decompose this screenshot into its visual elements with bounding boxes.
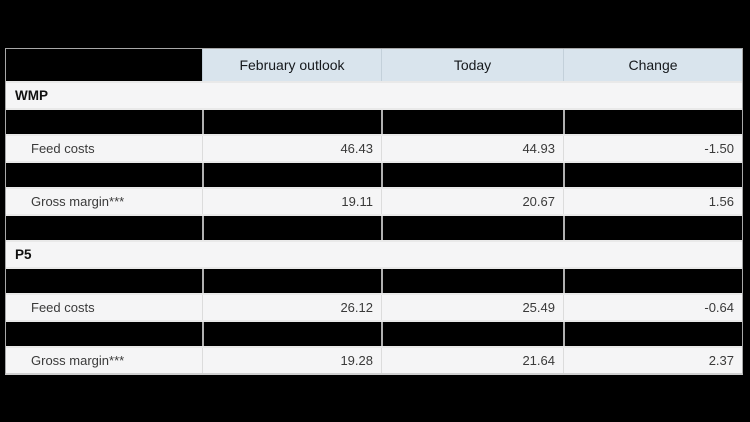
value-february-outlook: 26.12 (202, 295, 381, 320)
section-label: P5 (15, 246, 32, 262)
row-label: Feed costs (31, 140, 95, 156)
column-header-today: Today (381, 49, 563, 81)
redacted-row (6, 319, 742, 346)
redacted-cell (381, 321, 563, 346)
redacted-cell (202, 162, 381, 187)
row-label: Gross margin*** (31, 352, 125, 368)
value-change: -1.50 (563, 136, 742, 161)
column-header-february-outlook: February outlook (202, 49, 381, 81)
data-row: Feed costs 46.43 44.93 -1.50 (6, 134, 742, 161)
redacted-cell (563, 321, 742, 346)
redacted-cell (6, 109, 202, 134)
column-header-change: Change (563, 49, 742, 81)
data-row: Gross margin*** 19.28 21.64 2.37 (6, 346, 742, 373)
redacted-cell (202, 321, 381, 346)
redacted-cell (202, 109, 381, 134)
table-body: WMP Feed costs 46.43 44.93 -1.50 Gross margin… (6, 81, 742, 373)
value-change: 1.56 (563, 189, 742, 214)
redacted-cell (563, 215, 742, 240)
value-today: 44.93 (381, 136, 563, 161)
value-february-outlook: 19.11 (202, 189, 381, 214)
section-row-wmp: WMP (6, 81, 742, 108)
row-label: Feed costs (31, 299, 95, 315)
data-row: Gross margin*** 19.11 20.67 1.56 (6, 187, 742, 214)
section-label: WMP (15, 87, 48, 103)
value-today: 25.49 (381, 295, 563, 320)
redacted-cell (381, 162, 563, 187)
row-label: Gross margin*** (31, 193, 125, 209)
value-february-outlook: 19.28 (202, 348, 381, 373)
redacted-cell (563, 268, 742, 293)
redacted-row (6, 213, 742, 240)
value-change: 2.37 (563, 348, 742, 373)
redacted-cell (202, 268, 381, 293)
value-today: 21.64 (381, 348, 563, 373)
redacted-cell (6, 268, 202, 293)
redacted-cell (563, 109, 742, 134)
value-today: 20.67 (381, 189, 563, 214)
redacted-cell (381, 215, 563, 240)
redacted-cell (381, 109, 563, 134)
redacted-header-cell (6, 49, 202, 81)
redacted-row (6, 160, 742, 187)
redacted-cell (563, 162, 742, 187)
redacted-cell (202, 215, 381, 240)
redacted-row (6, 266, 742, 293)
redacted-cell (6, 162, 202, 187)
redacted-cell (6, 321, 202, 346)
outlook-table: February outlook Today Change WMP Feed co… (5, 48, 743, 375)
value-change: -0.64 (563, 295, 742, 320)
redacted-cell (381, 268, 563, 293)
section-row-p5: P5 (6, 240, 742, 267)
data-row: Feed costs 26.12 25.49 -0.64 (6, 293, 742, 320)
table-header-row: February outlook Today Change (6, 49, 742, 81)
value-february-outlook: 46.43 (202, 136, 381, 161)
redacted-row (6, 107, 742, 134)
redacted-cell (6, 215, 202, 240)
